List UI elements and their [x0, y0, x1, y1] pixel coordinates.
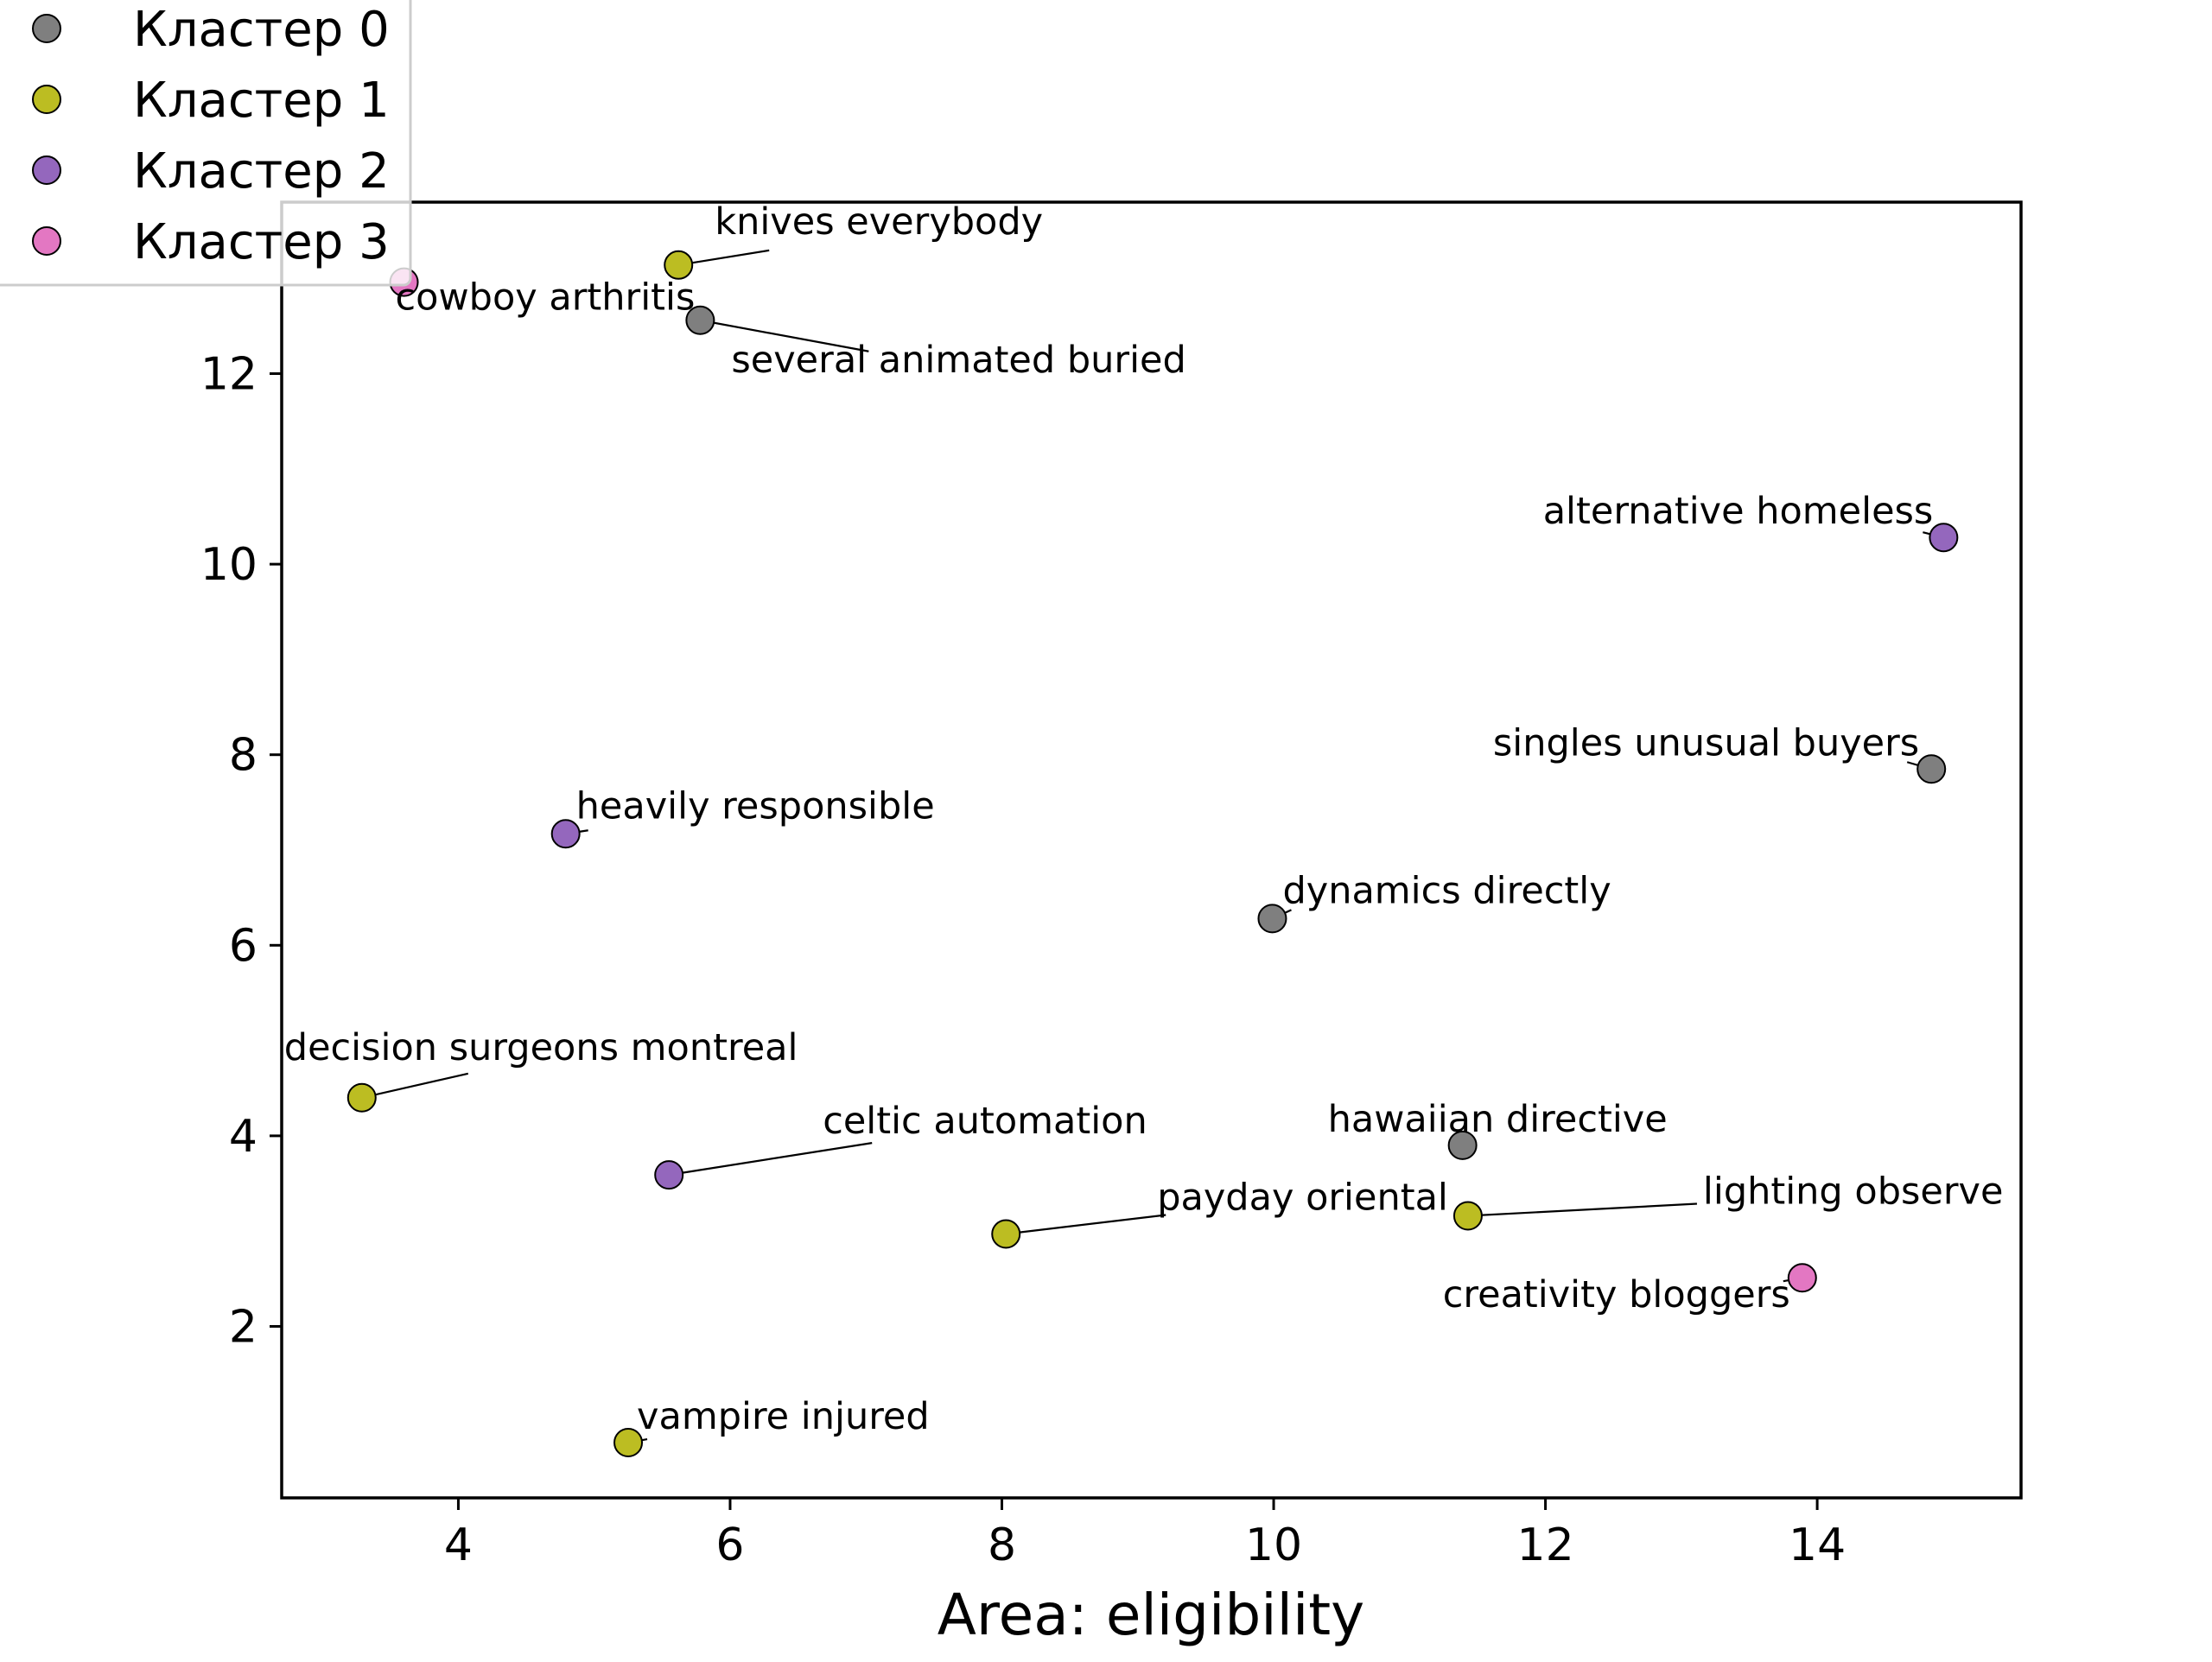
legend-box [0, 0, 412, 287]
legend-marker [32, 155, 61, 185]
scatter-point [1452, 1201, 1483, 1231]
plot-frame [280, 200, 2023, 1500]
x-tick-label: 6 [715, 1519, 744, 1571]
x-ticks: 4 6 8 10 12 14 [444, 1498, 1846, 1571]
point-label: hawaiian directive [1328, 1098, 1668, 1141]
leader-line [361, 1072, 469, 1099]
scatter-point [1929, 523, 1959, 553]
y-tick-label: 8 [229, 730, 257, 782]
point-label: decision surgeons montreal [284, 1026, 798, 1069]
scatter-point [654, 1160, 684, 1190]
x-tick-label: 4 [444, 1519, 473, 1571]
point-labels: several animated buried singles unusual b… [284, 200, 2004, 1438]
legend-marker [32, 226, 61, 256]
scatter-point [1787, 1263, 1817, 1293]
scatter-point [664, 250, 694, 280]
y-tick-label: 6 [229, 920, 257, 972]
leader-lines [361, 249, 1944, 1444]
scatter-point [991, 1219, 1021, 1249]
legend-label: Кластер 1 [133, 73, 390, 129]
x-tick-label: 10 [1245, 1519, 1302, 1571]
leader-line [700, 319, 869, 352]
point-label: heavily responsible [576, 784, 935, 828]
scatter-point [685, 305, 715, 335]
axes-layer [280, 200, 2023, 1500]
markers [346, 250, 1959, 1458]
leader-line [1467, 1202, 1697, 1217]
point-label: singles unusual buyers [1493, 721, 1919, 764]
point-label: lighting observe [1703, 1170, 2004, 1214]
leader-line [669, 1142, 873, 1177]
legend-marker [32, 85, 61, 114]
point-label: cowboy arthritis [396, 276, 696, 320]
scatter-point [1916, 754, 1947, 784]
scatter-point [550, 819, 581, 849]
leader-line [1006, 1214, 1166, 1235]
point-label: creativity bloggers [1443, 1273, 1790, 1316]
y-tick-label: 2 [229, 1301, 257, 1353]
point-label: vampire injured [637, 1395, 930, 1438]
point-label: alternative homeless [1543, 490, 1934, 533]
x-tick-label: 12 [1516, 1519, 1573, 1571]
leader-line [678, 249, 770, 266]
point-label: payday oriental [1157, 1176, 1448, 1219]
legend-marker [32, 14, 61, 43]
y-tick-label: 4 [229, 1111, 257, 1163]
points-layer: several animated buried singles unusual b… [284, 200, 2004, 1458]
point-label: several animated buried [731, 339, 1185, 382]
y-ticks: 2 4 6 8 10 12 [200, 349, 282, 1353]
x-tick-label: 8 [988, 1519, 1016, 1571]
y-tick-label: 10 [200, 539, 257, 591]
point-label: dynamics directly [1282, 869, 1611, 912]
legend: Кластер 0 Кластер 1 Кластер 2 Кластер 3 [0, 0, 412, 287]
scatter-point [346, 1082, 377, 1113]
scatter-point [1447, 1130, 1478, 1160]
point-label: knives everybody [715, 200, 1043, 244]
legend-label: Кластер 3 [133, 214, 390, 270]
legend-label: Кластер 2 [133, 143, 390, 200]
scatter-point [1257, 904, 1287, 934]
x-axis-label: Area: eligibility [938, 1582, 1364, 1648]
point-label: celtic automation [823, 1100, 1147, 1143]
legend-label: Кластер 0 [133, 2, 390, 58]
scatter-point [613, 1428, 644, 1458]
y-tick-label: 12 [200, 349, 257, 401]
x-tick-label: 14 [1789, 1519, 1846, 1571]
